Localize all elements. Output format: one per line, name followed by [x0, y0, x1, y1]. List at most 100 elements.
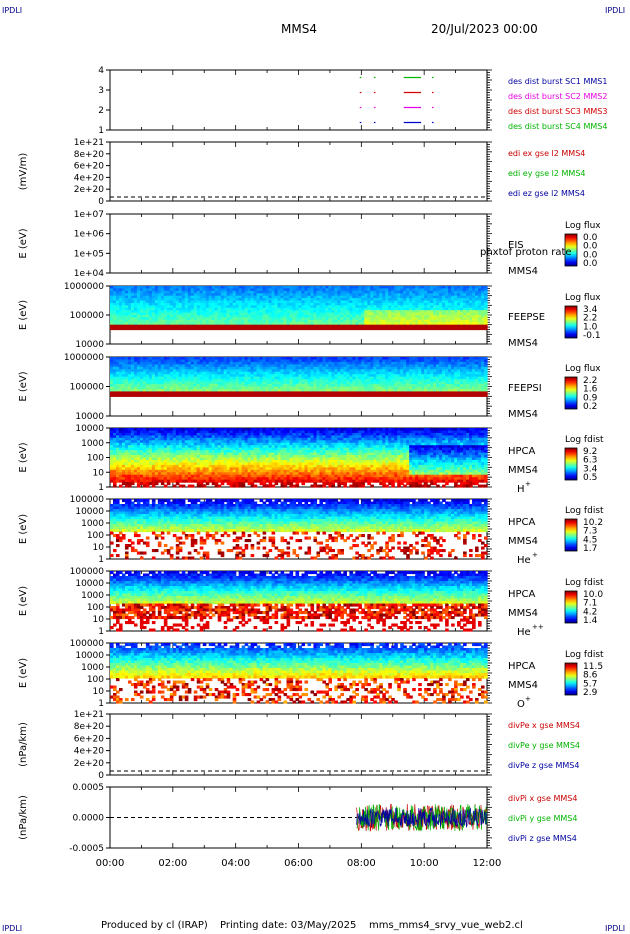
spectrogram-cell: [235, 317, 240, 321]
spectrogram-cell: [451, 298, 455, 302]
spectrogram-cell: [262, 315, 267, 319]
spectrogram-cell: [274, 307, 279, 311]
spectrogram-cell: [151, 310, 156, 314]
spectrogram-cell: [370, 300, 374, 304]
spectrogram-cell: [256, 327, 261, 331]
spectrogram-cell: [325, 305, 330, 309]
spectrogram-cell: [235, 288, 240, 292]
spectrogram-cell: [406, 319, 410, 323]
spectrogram-cell: [388, 315, 392, 319]
spectrogram-cell: [166, 305, 171, 309]
spectrogram-cell: [433, 302, 437, 306]
spectrogram-cell: [430, 315, 434, 319]
spacecraft-label: MMS4: [508, 266, 538, 277]
spectrogram-cell: [331, 302, 336, 306]
spectrogram-cell: [244, 298, 249, 302]
spectrogram-cell: [151, 305, 156, 309]
spectrogram-cell: [301, 305, 306, 309]
spectrogram-cell: [409, 300, 413, 304]
spectrogram-cell: [469, 322, 473, 326]
ytick-label: 1e+21: [74, 138, 104, 148]
spectrogram-cell: [214, 324, 219, 328]
spectrogram-cell: [142, 322, 147, 326]
spectrogram-cell: [277, 298, 282, 302]
spectrogram-cell: [334, 310, 338, 314]
spectrogram-cell: [325, 300, 330, 304]
spectrogram-cell: [325, 324, 330, 328]
spectrogram-cell: [328, 327, 333, 331]
spectrogram-cell: [376, 322, 380, 326]
spectrogram-cell: [436, 290, 440, 294]
spectrogram-cell: [139, 288, 144, 292]
spectrogram-cell: [280, 327, 285, 331]
spectrogram-cell: [208, 310, 213, 314]
spectrogram-cell: [454, 310, 458, 314]
spectrogram-cell: [352, 307, 356, 311]
spectrogram-cell: [310, 295, 315, 299]
spectrogram-cell: [226, 305, 231, 309]
spectrogram-cell: [124, 302, 129, 306]
spectrogram-cell: [379, 295, 383, 299]
spectrogram-cell: [469, 324, 473, 328]
spectrogram-cell: [313, 327, 318, 331]
spectrogram-cell: [322, 288, 327, 292]
spectrogram-cell: [406, 312, 410, 316]
spectrogram-cell: [391, 315, 395, 319]
spectrogram-cell: [160, 288, 165, 292]
spectrogram-cell: [337, 315, 341, 319]
spectrogram-cell: [367, 315, 371, 319]
spectrogram-cell: [328, 300, 333, 304]
spectrogram-cell: [280, 288, 285, 292]
spectrogram-cell: [214, 315, 219, 319]
spectrogram-cell: [370, 298, 374, 302]
spectrogram-cell: [178, 310, 183, 314]
spectrogram-cell: [466, 310, 470, 314]
spectrogram-cell: [307, 319, 312, 323]
spectrogram-cell: [139, 286, 144, 290]
spectrogram-cell: [340, 288, 344, 292]
spectrogram-cell: [403, 324, 407, 328]
spectrogram-cell: [385, 295, 389, 299]
spectrogram-cell: [172, 288, 177, 292]
spectrogram-cell: [205, 310, 210, 314]
spectrogram-cell: [385, 298, 389, 302]
spectrogram-cell: [463, 290, 467, 294]
spectrogram-cell: [205, 315, 210, 319]
spectrogram-cell: [319, 300, 324, 304]
spectrogram-cell: [346, 286, 350, 290]
spectrogram-cell: [241, 286, 246, 290]
spectrogram-cell: [304, 327, 309, 331]
spectrogram-cell: [328, 324, 333, 328]
spectrogram-cell: [328, 293, 333, 297]
spectrogram-cell: [277, 307, 282, 311]
spectrogram-cell: [448, 298, 452, 302]
spectrogram-cell: [409, 327, 413, 331]
spectrogram-cell: [181, 302, 186, 306]
spectrogram-cell: [331, 290, 336, 294]
spectrogram-cell: [376, 319, 380, 323]
spectrogram-cell: [184, 319, 189, 323]
spectrogram-cell: [466, 317, 470, 321]
spectrogram-cell: [214, 317, 219, 321]
spectrogram-cell: [133, 302, 138, 306]
spectrogram-cell: [118, 317, 123, 321]
spectrogram-cell: [364, 302, 368, 306]
spectrogram-cell: [268, 286, 273, 290]
spectrogram-cell: [328, 288, 333, 292]
spectrogram-cell: [220, 290, 225, 294]
spectrogram-cell: [238, 300, 243, 304]
spectrogram-cell: [193, 286, 198, 290]
spectrogram-cell: [301, 298, 306, 302]
spectrogram-cell: [187, 293, 192, 297]
spectrogram-cell: [265, 290, 270, 294]
spectrogram-cell: [358, 298, 362, 302]
spectrogram-cell: [208, 290, 213, 294]
spectrogram-cell: [196, 298, 201, 302]
spectrogram-cell: [148, 324, 153, 328]
spacecraft-label: MMS4: [508, 409, 538, 420]
spectrogram-cell: [184, 302, 189, 306]
spectrogram-cell: [145, 290, 150, 294]
spectrogram-cell: [376, 302, 380, 306]
spectrogram-cell: [277, 327, 282, 331]
spectrogram-cell: [280, 324, 285, 328]
